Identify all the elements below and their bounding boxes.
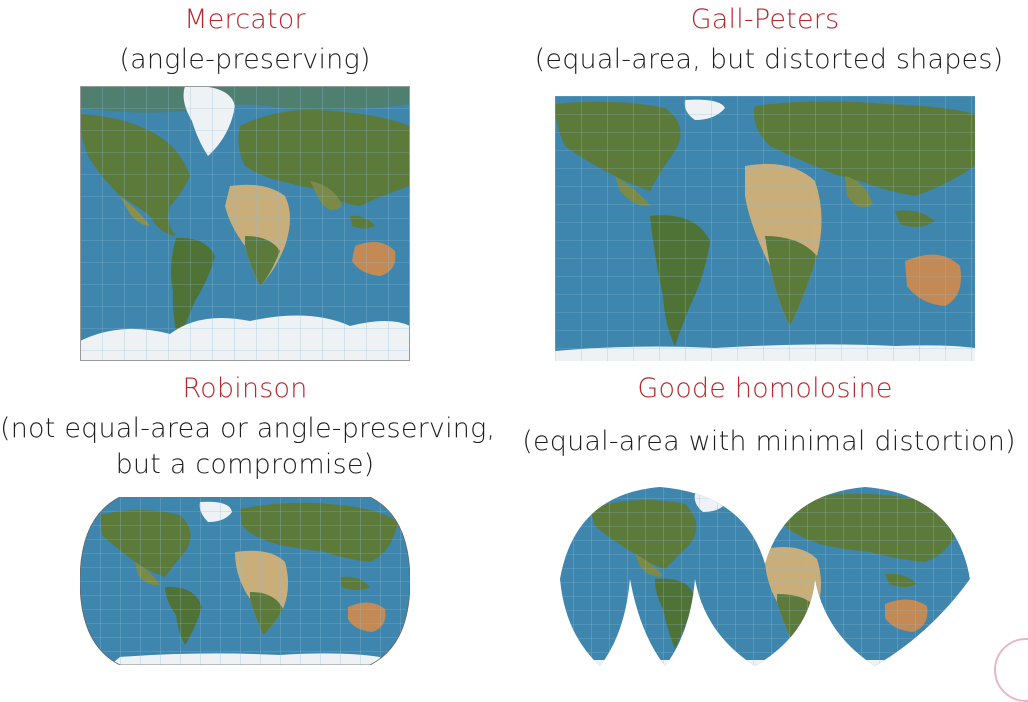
mercator-title: Mercator <box>184 4 306 35</box>
decorative-corner-arc <box>994 638 1028 702</box>
goode-homolosine-map <box>560 487 970 666</box>
gall-peters-map <box>555 96 975 361</box>
goode-homolosine-subtitle: (equal-area with minimal distortion) <box>522 426 1016 457</box>
goode-homolosine-title: Goode homolosine <box>637 373 893 404</box>
robinson-subtitle-line-2: but a compromise) <box>115 449 375 480</box>
gall-peters-title: Gall-Peters <box>690 4 840 35</box>
mercator-map <box>80 86 410 361</box>
mercator-subtitle: (angle-preserving) <box>119 44 371 75</box>
robinson-subtitle-line-1: (not equal-area or angle-preserving, <box>0 413 496 444</box>
gall-peters-subtitle: (equal-area, but distorted shapes) <box>534 44 1004 75</box>
robinson-map <box>80 497 410 665</box>
robinson-title: Robinson <box>182 373 308 404</box>
